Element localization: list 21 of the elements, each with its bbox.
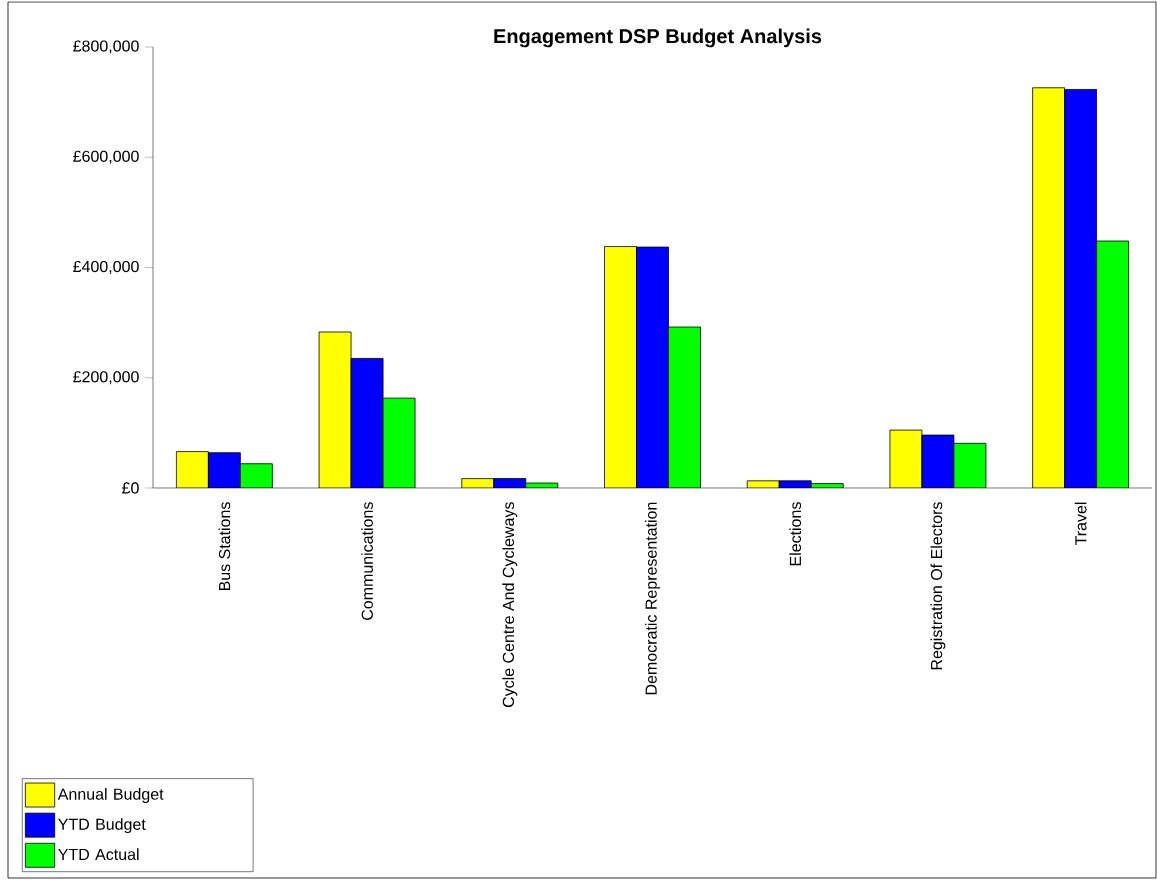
y-tick-label: £0	[122, 482, 139, 494]
bar	[239, 463, 273, 488]
y-tick-label: £800,000	[73, 40, 139, 54]
legend-label: YTD Budget	[58, 818, 146, 834]
legend-label: YTD Actual	[58, 848, 139, 861]
x-tick-label: Travel	[1074, 502, 1087, 546]
bar	[382, 397, 416, 488]
chart-title: Engagement DSP Budget Analysis	[494, 28, 822, 48]
x-tick-label: Communications	[361, 502, 373, 620]
x-tick-label: Elections	[789, 502, 802, 566]
y-tick-label: £600,000	[73, 150, 139, 164]
bar	[953, 442, 987, 488]
bar	[1096, 240, 1130, 488]
x-tick-label: Cycle Centre And Cycleways	[502, 502, 518, 708]
legend-label: Annual Budget	[57, 788, 164, 803]
y-tick-label: £200,000	[73, 371, 139, 385]
x-tick-label: Bus Stations	[218, 502, 231, 591]
y-tick-label: £400,000	[73, 260, 139, 275]
x-tick-label: Registration Of Electors	[930, 502, 946, 670]
bar	[668, 326, 701, 488]
x-tick-label: Democratic Representation	[645, 502, 660, 695]
